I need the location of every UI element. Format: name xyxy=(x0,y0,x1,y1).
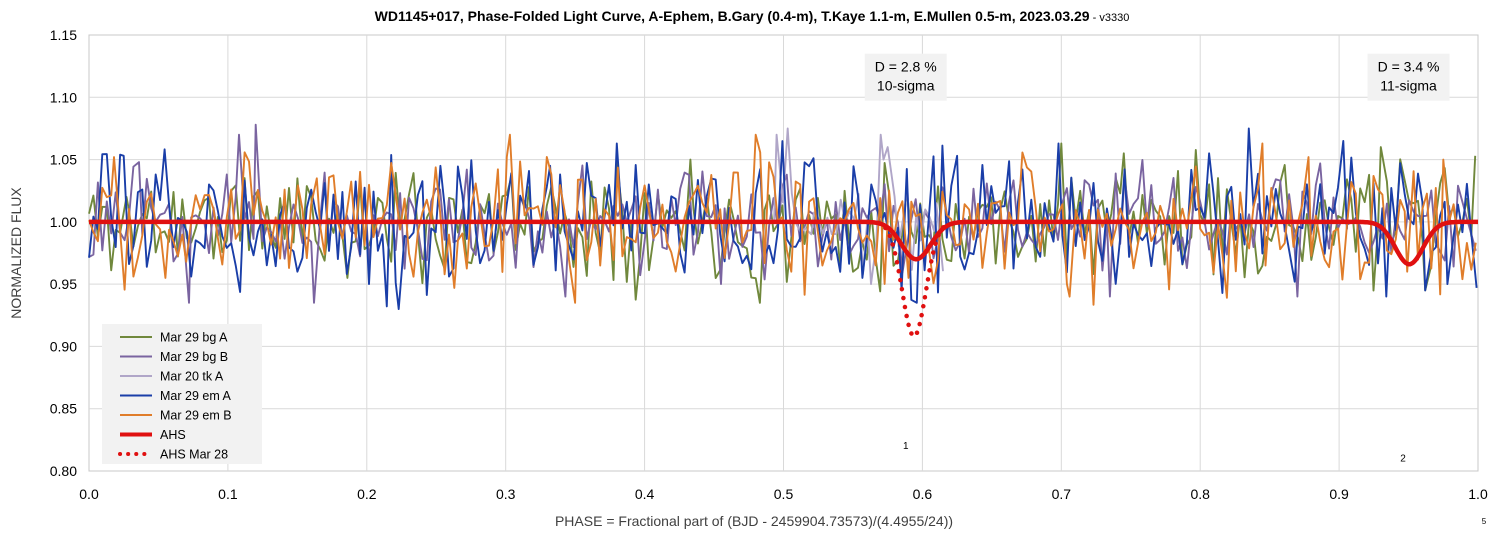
y-tick-label: 0.80 xyxy=(50,463,77,479)
dip-label: 2 xyxy=(1400,453,1406,464)
x-tick-label: 1.0 xyxy=(1468,486,1488,502)
y-tick-label: 1.05 xyxy=(50,152,77,168)
x-tick-label: 0.3 xyxy=(496,486,516,502)
y-tick-label: 1.00 xyxy=(50,214,77,230)
x-tick-label: 0.4 xyxy=(635,486,655,502)
series-line-5 xyxy=(88,219,1479,267)
x-tick-label: 0.9 xyxy=(1329,486,1349,502)
chart-title: WD1145+017, Phase-Folded Light Curve, A-… xyxy=(375,8,1130,24)
y-tick-label: 0.90 xyxy=(50,338,77,354)
y-tick-label: 1.10 xyxy=(50,89,77,105)
y-tick-label: 0.85 xyxy=(50,401,77,417)
legend-label: Mar 20 tk A xyxy=(160,370,224,384)
series-layer xyxy=(88,123,1479,339)
x-axis-label: PHASE = Fractional part of (BJD - 245990… xyxy=(555,513,953,529)
annotation-box xyxy=(1367,53,1450,101)
series-line-2 xyxy=(769,127,944,286)
dip-label: 1 xyxy=(903,441,909,452)
series-line-6 xyxy=(857,219,953,339)
axis-ticks: 0.0 0.1 0.2 0.3 0.4 0.5 0.6 0.7 0.8 0.9 1.0 0.80 0.8… xyxy=(50,27,1488,502)
annotation-text: D = 3.4 % xyxy=(1378,59,1440,75)
x-tick-label: 0.2 xyxy=(357,486,377,502)
x-tick-label: 0.1 xyxy=(218,486,238,502)
x-tick-label: 0.7 xyxy=(1052,486,1072,502)
x-tick-label: 0.8 xyxy=(1190,486,1210,502)
legend-label: Mar 29 bg B xyxy=(160,350,228,364)
corner-label: 5 xyxy=(1482,517,1487,526)
annotation-box xyxy=(864,53,947,101)
legend-box xyxy=(102,324,262,464)
series-line-0 xyxy=(88,142,1477,304)
legend-label: AHS xyxy=(160,428,186,442)
annotation-text: D = 2.8 % xyxy=(875,59,937,75)
legend: Mar 29 bg A Mar 29 bg B Mar 20 tk A Mar 29 … xyxy=(102,324,262,464)
y-tick-label: 0.95 xyxy=(50,276,77,292)
y-axis-label: NORMALIZED FLUX xyxy=(8,187,24,319)
y-tick-label: 1.15 xyxy=(50,27,77,43)
legend-label: Mar 29 bg A xyxy=(160,331,228,345)
x-tick-label: 0.5 xyxy=(774,486,794,502)
annotation-text: 11-sigma xyxy=(1380,78,1437,94)
chart-title-main: WD1145+017, Phase-Folded Light Curve, A-… xyxy=(375,8,1090,24)
annotations: D = 2.8 % 10-sigma D = 3.4 % 11-sigma 1 2 xyxy=(864,53,1450,464)
legend-label: Mar 29 em A xyxy=(160,389,232,403)
chart-title-suffix: - v3330 xyxy=(1090,12,1130,24)
x-tick-label: 0.0 xyxy=(79,486,99,502)
series-line-4 xyxy=(88,133,1477,306)
legend-label: Mar 29 em B xyxy=(160,409,232,423)
annotation-text: 10-sigma xyxy=(877,78,935,94)
legend-label: AHS Mar 28 xyxy=(160,448,228,462)
x-tick-label: 0.6 xyxy=(913,486,933,502)
